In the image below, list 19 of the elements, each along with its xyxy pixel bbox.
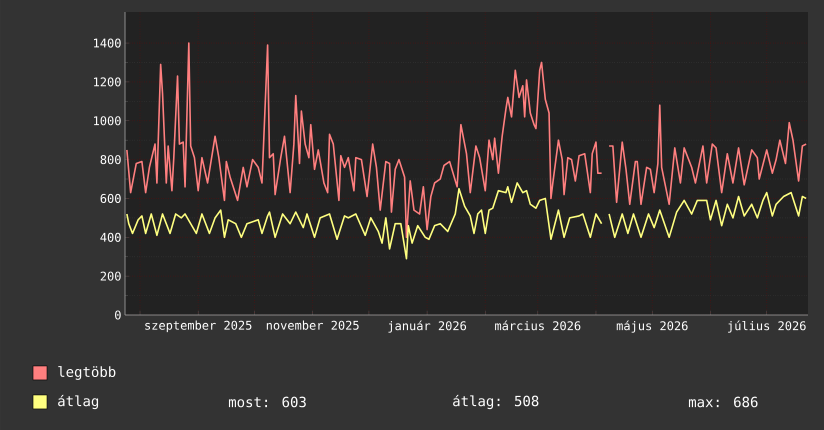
- x-tick-label: május 2026: [616, 320, 688, 333]
- y-tick-label: 1200: [94, 77, 121, 86]
- y-tick-label: 800: [100, 155, 121, 164]
- y-tick-label: 0: [115, 310, 121, 320]
- y-tick-label: 1000: [94, 116, 121, 126]
- y-tick-label: 200: [100, 272, 121, 281]
- text: átlag: 508: [453, 394, 538, 410]
- text: max: 686: [688, 396, 758, 408]
- x-tick-label: január 2026: [388, 320, 466, 333]
- legend-label: átlag: [58, 394, 98, 410]
- x-tick-label: március 2026: [495, 320, 580, 330]
- x-tick-label: november 2025: [266, 320, 359, 330]
- text: most: 603: [228, 396, 306, 408]
- y-tick-label: 600: [100, 194, 121, 203]
- x-tick-label: szeptember 2025: [145, 320, 252, 332]
- legend-label: legtöbb: [58, 366, 116, 380]
- x-tick-label: július 2026: [728, 320, 806, 333]
- y-tick-label: 1400: [94, 38, 121, 48]
- y-tick-label: 400: [100, 232, 121, 242]
